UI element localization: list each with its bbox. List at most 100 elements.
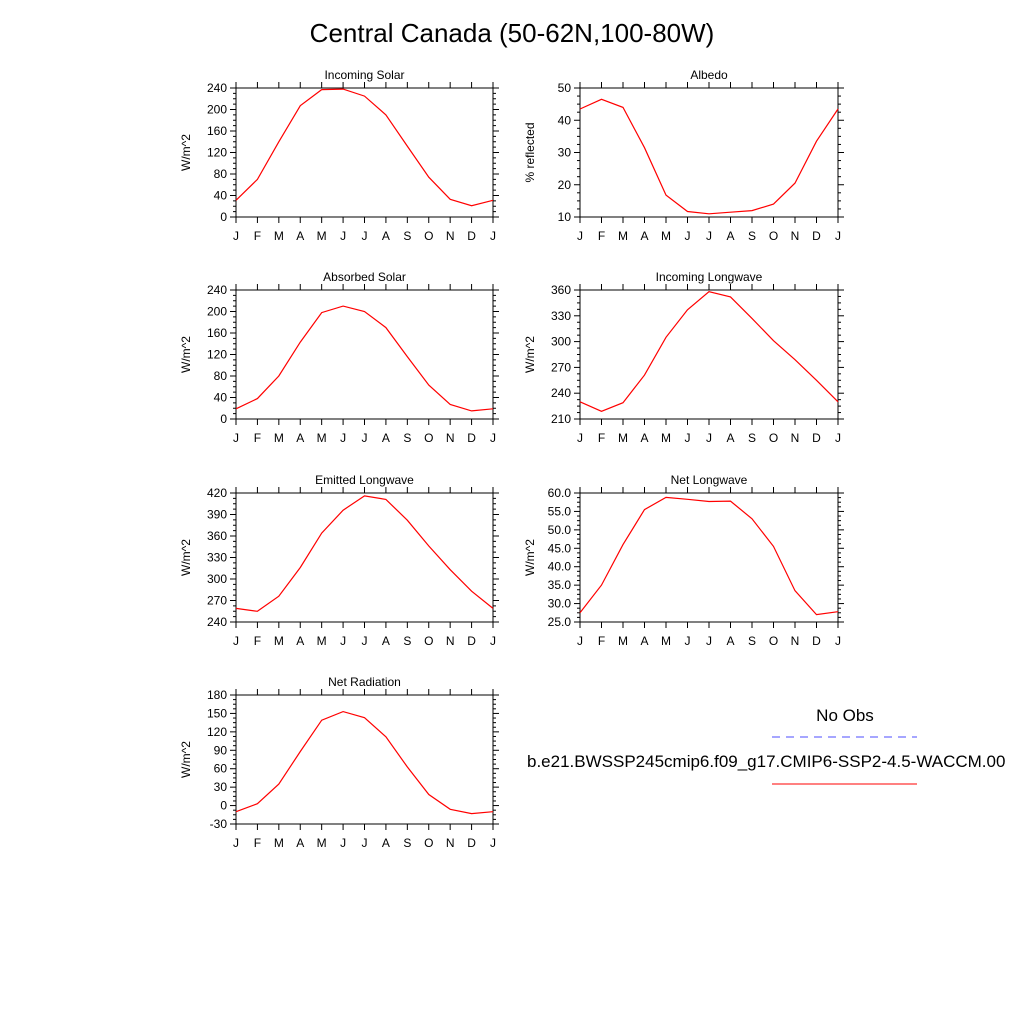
plot-frame <box>235 492 494 623</box>
chart-panel-5: Net Longwave W/m^2 25.0 30.0 35.0 40.0 45.0 50.… <box>523 473 844 648</box>
y-tick-label: 40 <box>558 113 572 127</box>
chart-panel-3: Incoming Longwave W/m^2 210 240 270 300 330 360… <box>523 270 844 445</box>
x-tick-label: O <box>424 836 433 850</box>
y-axis-label: W/m^2 <box>523 336 537 373</box>
x-tick-label: M <box>317 836 327 850</box>
x-tick-label: M <box>274 634 284 648</box>
x-tick-label: J <box>835 634 841 648</box>
x-tick-label: M <box>618 431 628 445</box>
x-tick-label: F <box>598 431 605 445</box>
series-line-0 <box>235 710 494 815</box>
y-axis-label: W/m^2 <box>523 539 537 576</box>
y-tick-label: 240 <box>207 615 227 629</box>
x-tick-label: J <box>490 431 496 445</box>
x-tick-label: S <box>748 431 756 445</box>
x-tick-label: F <box>254 634 261 648</box>
x-tick-label: A <box>726 634 734 648</box>
x-tick-label: J <box>233 229 239 243</box>
y-tick-label: -30 <box>210 817 228 831</box>
series-line-0 <box>579 496 839 616</box>
y-tick-label: 30.0 <box>548 597 572 611</box>
y-axis-label: % reflected <box>523 122 537 182</box>
y-tick-label: 0 <box>220 799 227 813</box>
x-tick-label: J <box>233 634 239 648</box>
y-tick-label: 240 <box>551 386 571 400</box>
series-line-0 <box>579 291 839 412</box>
legend-case-swatch <box>772 783 917 785</box>
y-tick-label: 50 <box>558 81 572 95</box>
x-tick-label: J <box>685 634 691 648</box>
plot-frame <box>579 289 839 420</box>
y-tick-label: 150 <box>207 706 227 720</box>
y-tick-label: 20 <box>558 178 572 192</box>
x-tick-label: J <box>577 634 583 648</box>
y-tick-label: 300 <box>207 572 227 586</box>
x-tick-label: J <box>685 431 691 445</box>
x-tick-label: M <box>274 229 284 243</box>
x-tick-label: N <box>446 229 455 243</box>
x-tick-label: N <box>446 431 455 445</box>
x-tick-label: A <box>296 229 304 243</box>
y-tick-label: 120 <box>207 348 227 362</box>
panel-title: Albedo <box>690 68 728 82</box>
x-tick-label: F <box>254 431 261 445</box>
x-tick-label: J <box>835 431 841 445</box>
y-axis-label: W/m^2 <box>179 134 193 171</box>
legend-obs-swatch <box>772 736 917 738</box>
x-tick-label: N <box>791 634 800 648</box>
x-tick-label: F <box>254 229 261 243</box>
x-tick-label: D <box>467 634 476 648</box>
y-tick-label: 35.0 <box>548 578 572 592</box>
x-tick-label: O <box>769 229 778 243</box>
y-tick-label: 360 <box>551 283 571 297</box>
y-axis-label: W/m^2 <box>179 336 193 373</box>
y-tick-label: 120 <box>207 146 227 160</box>
legend-obs-label: No Obs <box>816 706 874 725</box>
y-tick-label: 30 <box>558 146 572 160</box>
x-tick-label: N <box>446 634 455 648</box>
x-tick-label: A <box>296 634 304 648</box>
page-title: Central Canada (50-62N,100-80W) <box>309 18 715 48</box>
x-tick-label: A <box>726 229 734 243</box>
x-tick-label: J <box>490 836 496 850</box>
x-tick-label: S <box>748 229 756 243</box>
x-tick-label: O <box>769 634 778 648</box>
y-tick-label: 0 <box>220 210 227 224</box>
x-tick-label: N <box>791 229 800 243</box>
y-tick-label: 240 <box>207 283 227 297</box>
y-tick-label: 390 <box>207 508 227 522</box>
y-tick-label: 55.0 <box>548 504 572 518</box>
x-tick-label: J <box>685 229 691 243</box>
x-tick-label: J <box>835 229 841 243</box>
x-tick-label: A <box>296 836 304 850</box>
panel-title: Absorbed Solar <box>323 270 406 284</box>
x-tick-label: F <box>598 634 605 648</box>
x-tick-label: A <box>382 229 390 243</box>
x-tick-label: O <box>769 431 778 445</box>
series-line-0 <box>235 88 494 207</box>
x-tick-label: J <box>577 431 583 445</box>
panel-title: Incoming Longwave <box>656 270 763 284</box>
y-tick-label: 270 <box>207 594 227 608</box>
x-tick-label: S <box>748 634 756 648</box>
y-tick-label: 180 <box>207 688 227 702</box>
legend-case-label: b.e21.BWSSP245cmip6.f09_g17.CMIP6-SSP2-4… <box>527 752 1006 771</box>
y-tick-label: 200 <box>207 305 227 319</box>
x-tick-label: J <box>340 229 346 243</box>
x-tick-label: J <box>233 431 239 445</box>
x-tick-label: S <box>403 634 411 648</box>
y-tick-label: 40.0 <box>548 560 572 574</box>
x-tick-label: A <box>640 229 648 243</box>
plot-frame <box>579 492 839 623</box>
plot-frame <box>579 87 839 218</box>
x-tick-label: O <box>424 634 433 648</box>
x-tick-label: A <box>726 431 734 445</box>
x-tick-label: M <box>317 634 327 648</box>
x-tick-label: S <box>403 229 411 243</box>
x-tick-label: M <box>661 431 671 445</box>
x-tick-label: J <box>706 229 712 243</box>
y-tick-label: 120 <box>207 725 227 739</box>
